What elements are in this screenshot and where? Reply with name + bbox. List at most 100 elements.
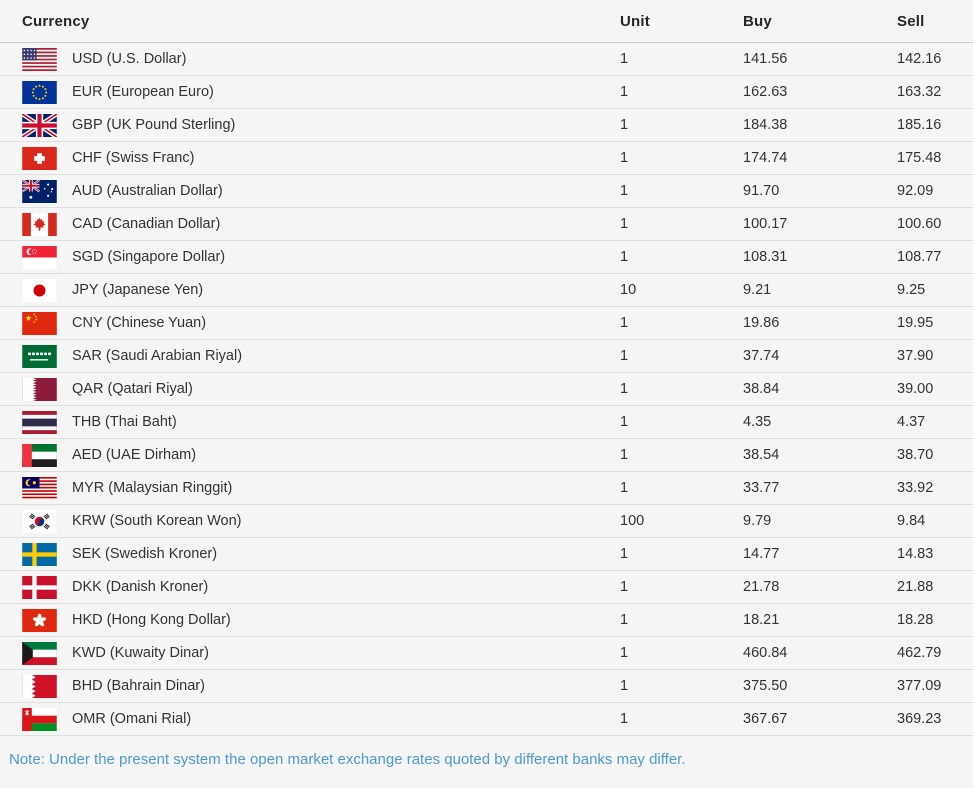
flag-krw-icon — [22, 509, 57, 533]
unit-value: 1 — [620, 480, 629, 496]
currency-cell: CAD (Canadian Dollar) — [0, 212, 620, 236]
currency-cell: JPY (Japanese Yen) — [0, 278, 620, 302]
flag-eur-icon — [22, 80, 57, 104]
buy-value: 14.77 — [743, 546, 780, 562]
currency-cell: AUD (Australian Dollar) — [0, 179, 620, 203]
flag-sek-icon — [22, 542, 57, 566]
currency-label: KRW (South Korean Won) — [72, 513, 242, 529]
flag-dkk-icon — [22, 575, 57, 599]
unit-value: 1 — [620, 381, 629, 397]
flag-sar-icon — [22, 344, 57, 368]
buy-value: 375.50 — [743, 678, 788, 694]
buy-value: 37.74 — [743, 348, 780, 364]
table-row: BHD (Bahrain Dinar) 1 375.50 377.09 — [0, 670, 973, 703]
currency-cell: KWD (Kuwaity Dinar) — [0, 641, 620, 665]
table-row: CAD (Canadian Dollar) 1 100.17 100.60 — [0, 208, 973, 241]
buy-value: 100.17 — [743, 216, 788, 232]
currency-cell: EUR (European Euro) — [0, 80, 620, 104]
sell-value: 462.79 — [897, 645, 942, 661]
sell-value: 142.16 — [897, 51, 942, 67]
flag-kwd-icon — [22, 641, 57, 665]
buy-value: 367.67 — [743, 711, 788, 727]
buy-value: 141.56 — [743, 51, 788, 67]
sell-value: 9.84 — [897, 513, 926, 529]
currency-label: CHF (Swiss Franc) — [72, 150, 195, 166]
sell-value: 37.90 — [897, 348, 934, 364]
column-header-currency: Currency — [22, 12, 90, 30]
unit-value: 1 — [620, 150, 629, 166]
unit-value: 1 — [620, 315, 629, 331]
buy-value: 174.74 — [743, 150, 788, 166]
table-row: CHF (Swiss Franc) 1 174.74 175.48 — [0, 142, 973, 175]
sell-value: 92.09 — [897, 183, 934, 199]
currency-label: OMR (Omani Rial) — [72, 711, 192, 727]
table-row: KRW (South Korean Won) 100 9.79 9.84 — [0, 505, 973, 538]
currency-label: DKK (Danish Kroner) — [72, 579, 209, 595]
buy-value: 162.63 — [743, 84, 788, 100]
table-row: CNY (Chinese Yuan) 1 19.86 19.95 — [0, 307, 973, 340]
sell-value: 175.48 — [897, 150, 942, 166]
column-header-unit: Unit — [620, 12, 650, 30]
currency-cell: BHD (Bahrain Dinar) — [0, 674, 620, 698]
buy-value: 4.35 — [743, 414, 772, 430]
unit-value: 1 — [620, 711, 629, 727]
table-row: THB (Thai Baht) 1 4.35 4.37 — [0, 406, 973, 439]
unit-value: 1 — [620, 51, 629, 67]
table-header-row: Currency Unit Buy Sell — [0, 0, 973, 43]
buy-value: 184.38 — [743, 117, 788, 133]
flag-cny-icon — [22, 311, 57, 335]
currency-label: THB (Thai Baht) — [72, 414, 177, 430]
unit-value: 1 — [620, 678, 629, 694]
currency-cell: MYR (Malaysian Ringgit) — [0, 476, 620, 500]
sell-value: 377.09 — [897, 678, 942, 694]
flag-sgd-icon — [22, 245, 57, 269]
sell-value: 19.95 — [897, 315, 934, 331]
unit-value: 10 — [620, 282, 637, 298]
unit-value: 1 — [620, 183, 629, 199]
table-row: MYR (Malaysian Ringgit) 1 33.77 33.92 — [0, 472, 973, 505]
flag-bhd-icon — [22, 674, 57, 698]
currency-label: SEK (Swedish Kroner) — [72, 546, 218, 562]
currency-label: CAD (Canadian Dollar) — [72, 216, 221, 232]
currency-label: SGD (Singapore Dollar) — [72, 249, 226, 265]
sell-value: 163.32 — [897, 84, 942, 100]
sell-value: 9.25 — [897, 282, 926, 298]
unit-value: 1 — [620, 612, 629, 628]
table-row: DKK (Danish Kroner) 1 21.78 21.88 — [0, 571, 973, 604]
table-row: EUR (European Euro) 1 162.63 163.32 — [0, 76, 973, 109]
unit-value: 1 — [620, 117, 629, 133]
flag-myr-icon — [22, 476, 57, 500]
table-row: QAR (Qatari Riyal) 1 38.84 39.00 — [0, 373, 973, 406]
table-row: JPY (Japanese Yen) 10 9.21 9.25 — [0, 274, 973, 307]
flag-thb-icon — [22, 410, 57, 434]
table-body: USD (U.S. Dollar) 1 141.56 142.16 EUR (E… — [0, 43, 973, 736]
currency-label: AED (UAE Dirham) — [72, 447, 197, 463]
flag-omr-icon — [22, 707, 57, 731]
sell-value: 38.70 — [897, 447, 934, 463]
currency-cell: HKD (Hong Kong Dollar) — [0, 608, 620, 632]
table-row: SGD (Singapore Dollar) 1 108.31 108.77 — [0, 241, 973, 274]
currency-label: AUD (Australian Dollar) — [72, 183, 223, 199]
sell-value: 185.16 — [897, 117, 942, 133]
currency-cell: AED (UAE Dirham) — [0, 443, 620, 467]
unit-value: 1 — [620, 645, 629, 661]
sell-value: 39.00 — [897, 381, 934, 397]
sell-value: 18.28 — [897, 612, 934, 628]
buy-value: 38.54 — [743, 447, 780, 463]
unit-value: 1 — [620, 546, 629, 562]
flag-usd-icon — [22, 47, 57, 71]
buy-value: 19.86 — [743, 315, 780, 331]
currency-cell: OMR (Omani Rial) — [0, 707, 620, 731]
currency-label: USD (U.S. Dollar) — [72, 51, 187, 67]
buy-value: 91.70 — [743, 183, 780, 199]
currency-cell: KRW (South Korean Won) — [0, 509, 620, 533]
flag-chf-icon — [22, 146, 57, 170]
table-row: KWD (Kuwaity Dinar) 1 460.84 462.79 — [0, 637, 973, 670]
table-row: HKD (Hong Kong Dollar) 1 18.21 18.28 — [0, 604, 973, 637]
currency-cell: QAR (Qatari Riyal) — [0, 377, 620, 401]
unit-value: 1 — [620, 249, 629, 265]
flag-aed-icon — [22, 443, 57, 467]
note-text: Note: Under the present system the open … — [9, 751, 686, 768]
currency-label: SAR (Saudi Arabian Riyal) — [72, 348, 243, 364]
